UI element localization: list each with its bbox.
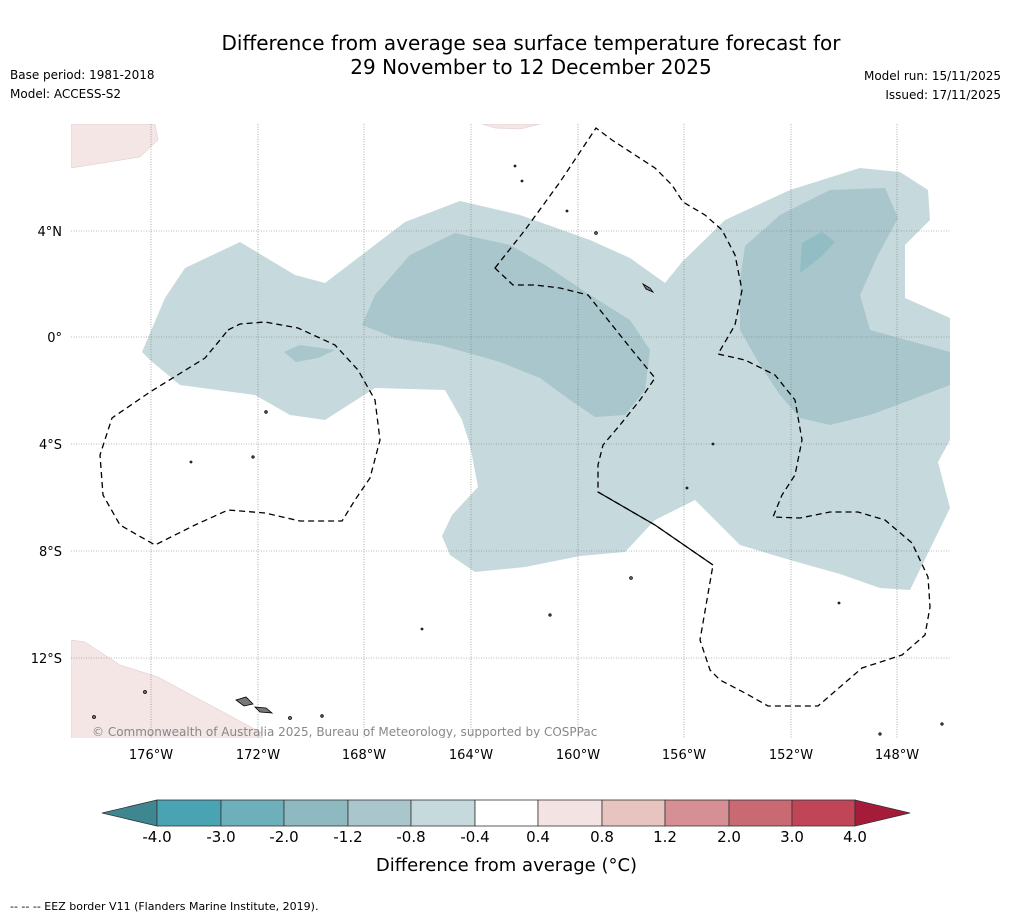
colorbar <box>101 799 911 827</box>
lon-label-164w: 164°W <box>449 748 493 763</box>
lon-label-148w: 148°W <box>875 748 919 763</box>
model-name: Model: ACCESS-S2 <box>10 87 122 101</box>
island-samoa-1 <box>235 696 254 707</box>
colorbar-bin <box>601 799 666 827</box>
graticule <box>71 124 950 738</box>
warm-anomaly-n <box>481 124 541 130</box>
lat-label-8s: 8°S <box>39 545 62 560</box>
cb-tick: -0.8 <box>396 828 426 846</box>
colorbar-bin <box>220 799 285 827</box>
eez-border-solid-segment <box>597 491 714 566</box>
lon-label-160w: 160°W <box>556 748 600 763</box>
eez-borders <box>99 127 931 707</box>
lat-label-4s: 4°S <box>39 438 62 453</box>
colorbar-right-arrow <box>854 799 911 827</box>
copyright-text: © Commonwealth of Australia 2025, Bureau… <box>92 725 597 739</box>
lon-label-156w: 156°W <box>662 748 706 763</box>
lat-label-12s: 12°S <box>31 652 62 667</box>
lat-label-4n: 4°N <box>38 225 63 240</box>
colorbar-bin <box>474 799 539 827</box>
cb-tick: 0.8 <box>590 828 614 846</box>
map-title: Difference from average sea surface temp… <box>0 31 1011 79</box>
meta-right: Model run: 15/11/2025 Issued: 17/11/2025 <box>864 67 1001 105</box>
title-line-1: Difference from average sea surface temp… <box>221 31 841 55</box>
cb-tick: 4.0 <box>843 828 867 846</box>
colorbar-bin <box>537 799 603 827</box>
lat-label-0: 0° <box>47 331 62 346</box>
lat-axis: 4°N 0° 4°S 8°S 12°S <box>31 225 62 667</box>
cb-tick: 3.0 <box>780 828 804 846</box>
cb-tick: -3.0 <box>206 828 236 846</box>
eez-border-central <box>494 127 931 707</box>
cool-anomaly-strong <box>800 232 835 273</box>
warm-anomaly-sw <box>71 639 263 738</box>
colorbar-title: Difference from average (°C) <box>375 855 638 876</box>
lon-label-172w: 172°W <box>236 748 280 763</box>
colorbar-bin <box>283 799 349 827</box>
eez-legend-text: -- -- -- EEZ border V11 (Flanders Marine… <box>10 900 319 913</box>
cb-tick: 0.4 <box>526 828 550 846</box>
title-line-2: 29 November to 12 December 2025 <box>350 55 712 79</box>
colorbar-bin <box>728 799 793 827</box>
issued-date: Issued: 17/11/2025 <box>885 88 1001 102</box>
model-run: Model run: 15/11/2025 <box>863 69 1001 83</box>
lon-label-152w: 152°W <box>769 748 813 763</box>
cb-tick: -2.0 <box>269 828 299 846</box>
eez-border-west <box>99 321 381 546</box>
cb-tick: -4.0 <box>142 828 172 846</box>
base-period: Base period: 1981-2018 <box>10 68 155 82</box>
island-samoa-2 <box>253 706 274 714</box>
lon-label-168w: 168°W <box>342 748 386 763</box>
lon-label-176w: 176°W <box>129 748 173 763</box>
colorbar-left-arrow <box>101 799 158 827</box>
cb-tick: 2.0 <box>717 828 741 846</box>
colorbar-bin <box>791 799 856 827</box>
cool-anomaly-mid-west <box>362 233 650 417</box>
colorbar-bin <box>410 799 476 827</box>
colorbar-bin <box>156 799 222 827</box>
warm-anomaly-nw <box>71 124 159 169</box>
cb-tick: 1.2 <box>653 828 677 846</box>
cool-anomaly-mid-small <box>284 345 335 362</box>
cb-tick: -1.2 <box>333 828 363 846</box>
colorbar-bin <box>664 799 730 827</box>
cb-tick: -0.4 <box>460 828 490 846</box>
meta-left: Base period: 1981-2018 Model: ACCESS-S2 <box>10 66 155 104</box>
lon-axis: 176°W 172°W 168°W 164°W 160°W 156°W 152°… <box>129 748 919 763</box>
islands <box>92 164 944 736</box>
colorbar-bin <box>347 799 412 827</box>
island-1 <box>641 282 655 293</box>
cool-anomaly-mid-east <box>740 188 950 425</box>
map-area: © Commonwealth of Australia 2025, Bureau… <box>71 124 950 739</box>
